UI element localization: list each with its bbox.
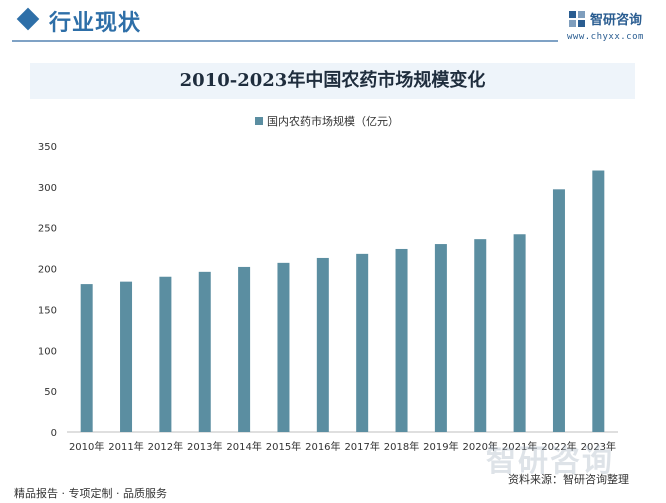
legend-label: 国内农药市场规模（亿元） [267, 115, 399, 128]
footer-tagline: 精品报告 · 专项定制 · 品质服务 [14, 487, 167, 500]
bar [159, 276, 172, 432]
x-tick-label: 2023年 [581, 440, 616, 453]
x-tick-label: 2010年 [69, 440, 104, 453]
bar [395, 248, 408, 432]
x-tick-label: 2012年 [148, 440, 183, 453]
y-tick-label: 0 [51, 428, 57, 439]
bar [356, 253, 369, 432]
bar [552, 189, 565, 432]
x-tick-label: 2013年 [187, 440, 222, 453]
x-tick-label: 2014年 [226, 440, 261, 453]
x-tick-label: 2018年 [384, 440, 419, 453]
y-tick-label: 350 [38, 142, 57, 153]
bar [238, 266, 251, 432]
x-tick-label: 2016年 [305, 440, 340, 453]
legend: 国内农药市场规模（亿元） [255, 113, 399, 129]
brand-url: www.chyxx.com [567, 32, 644, 42]
y-tick-label: 50 [44, 387, 57, 398]
y-tick-label: 300 [38, 183, 57, 194]
bar [316, 257, 329, 432]
y-tick-label: 150 [38, 305, 57, 316]
x-tick-label: 2022年 [541, 440, 576, 453]
x-tick-label: 2015年 [266, 440, 301, 453]
y-tick-label: 200 [38, 265, 57, 276]
x-tick-label: 2020年 [463, 440, 498, 453]
brand-logo-icon [569, 10, 585, 27]
bar [120, 281, 133, 432]
x-tick-label: 2019年 [423, 440, 458, 453]
bar [474, 239, 487, 432]
header: 行业现状 智研咨询 www.chyxx.com [0, 0, 666, 42]
y-tick-label: 250 [38, 224, 57, 235]
chart-title-band: 2010-2023年中国农药市场规模变化 [30, 63, 635, 99]
bar [80, 284, 93, 432]
source-note: 资料来源：智研咨询整理 [508, 473, 629, 486]
bar [277, 262, 290, 432]
bar [434, 244, 447, 432]
header-divider [12, 40, 558, 42]
x-tick-label: 2017年 [344, 440, 379, 453]
bar [513, 234, 526, 432]
brand-name: 智研咨询 [590, 13, 643, 28]
bar [198, 271, 211, 432]
legend-swatch [255, 117, 263, 125]
section-title: 行业现状 [49, 11, 142, 36]
y-tick-label: 100 [38, 346, 57, 357]
bar [592, 170, 605, 432]
brand: 智研咨询 [568, 9, 642, 28]
watermark: 智研咨询 [486, 444, 614, 479]
x-tick-label: 2021年 [502, 440, 537, 453]
x-tick-label: 2011年 [108, 440, 143, 453]
chart-title: 2010-2023年中国农药市场规模变化 [179, 70, 486, 91]
